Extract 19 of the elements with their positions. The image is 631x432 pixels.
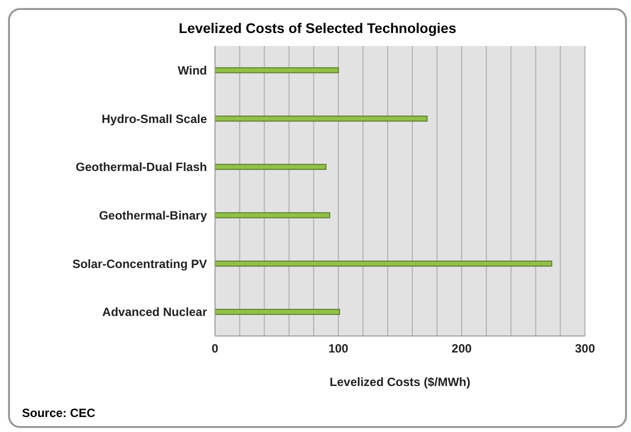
chart-title: Levelized Costs of Selected Technologies [178,20,458,36]
y-tick-label: Solar-Concentrating PV [72,256,207,271]
y-tick-label: Advanced Nuclear [102,305,208,320]
y-tick-label: Hydro-Small Scale [102,112,208,126]
bar [215,260,552,267]
source-note: Source: CEC [22,406,96,420]
bar [215,67,339,74]
x-axis-title: Levelized Costs ($/MWh) [330,375,470,389]
bar [215,308,340,315]
x-tick-label: 100 [328,342,349,356]
x-tick-label: 200 [452,342,472,356]
x-tick-label: 0 [212,342,219,356]
y-tick-label: Geothermal-Binary [98,208,208,222]
x-tick-label: 300 [574,342,596,356]
y-tick-label: Wind [178,63,207,78]
bar [215,212,330,218]
bar [215,116,428,122]
bar [215,164,326,170]
y-tick-label: Geothermal-Dual Flash [76,160,207,174]
